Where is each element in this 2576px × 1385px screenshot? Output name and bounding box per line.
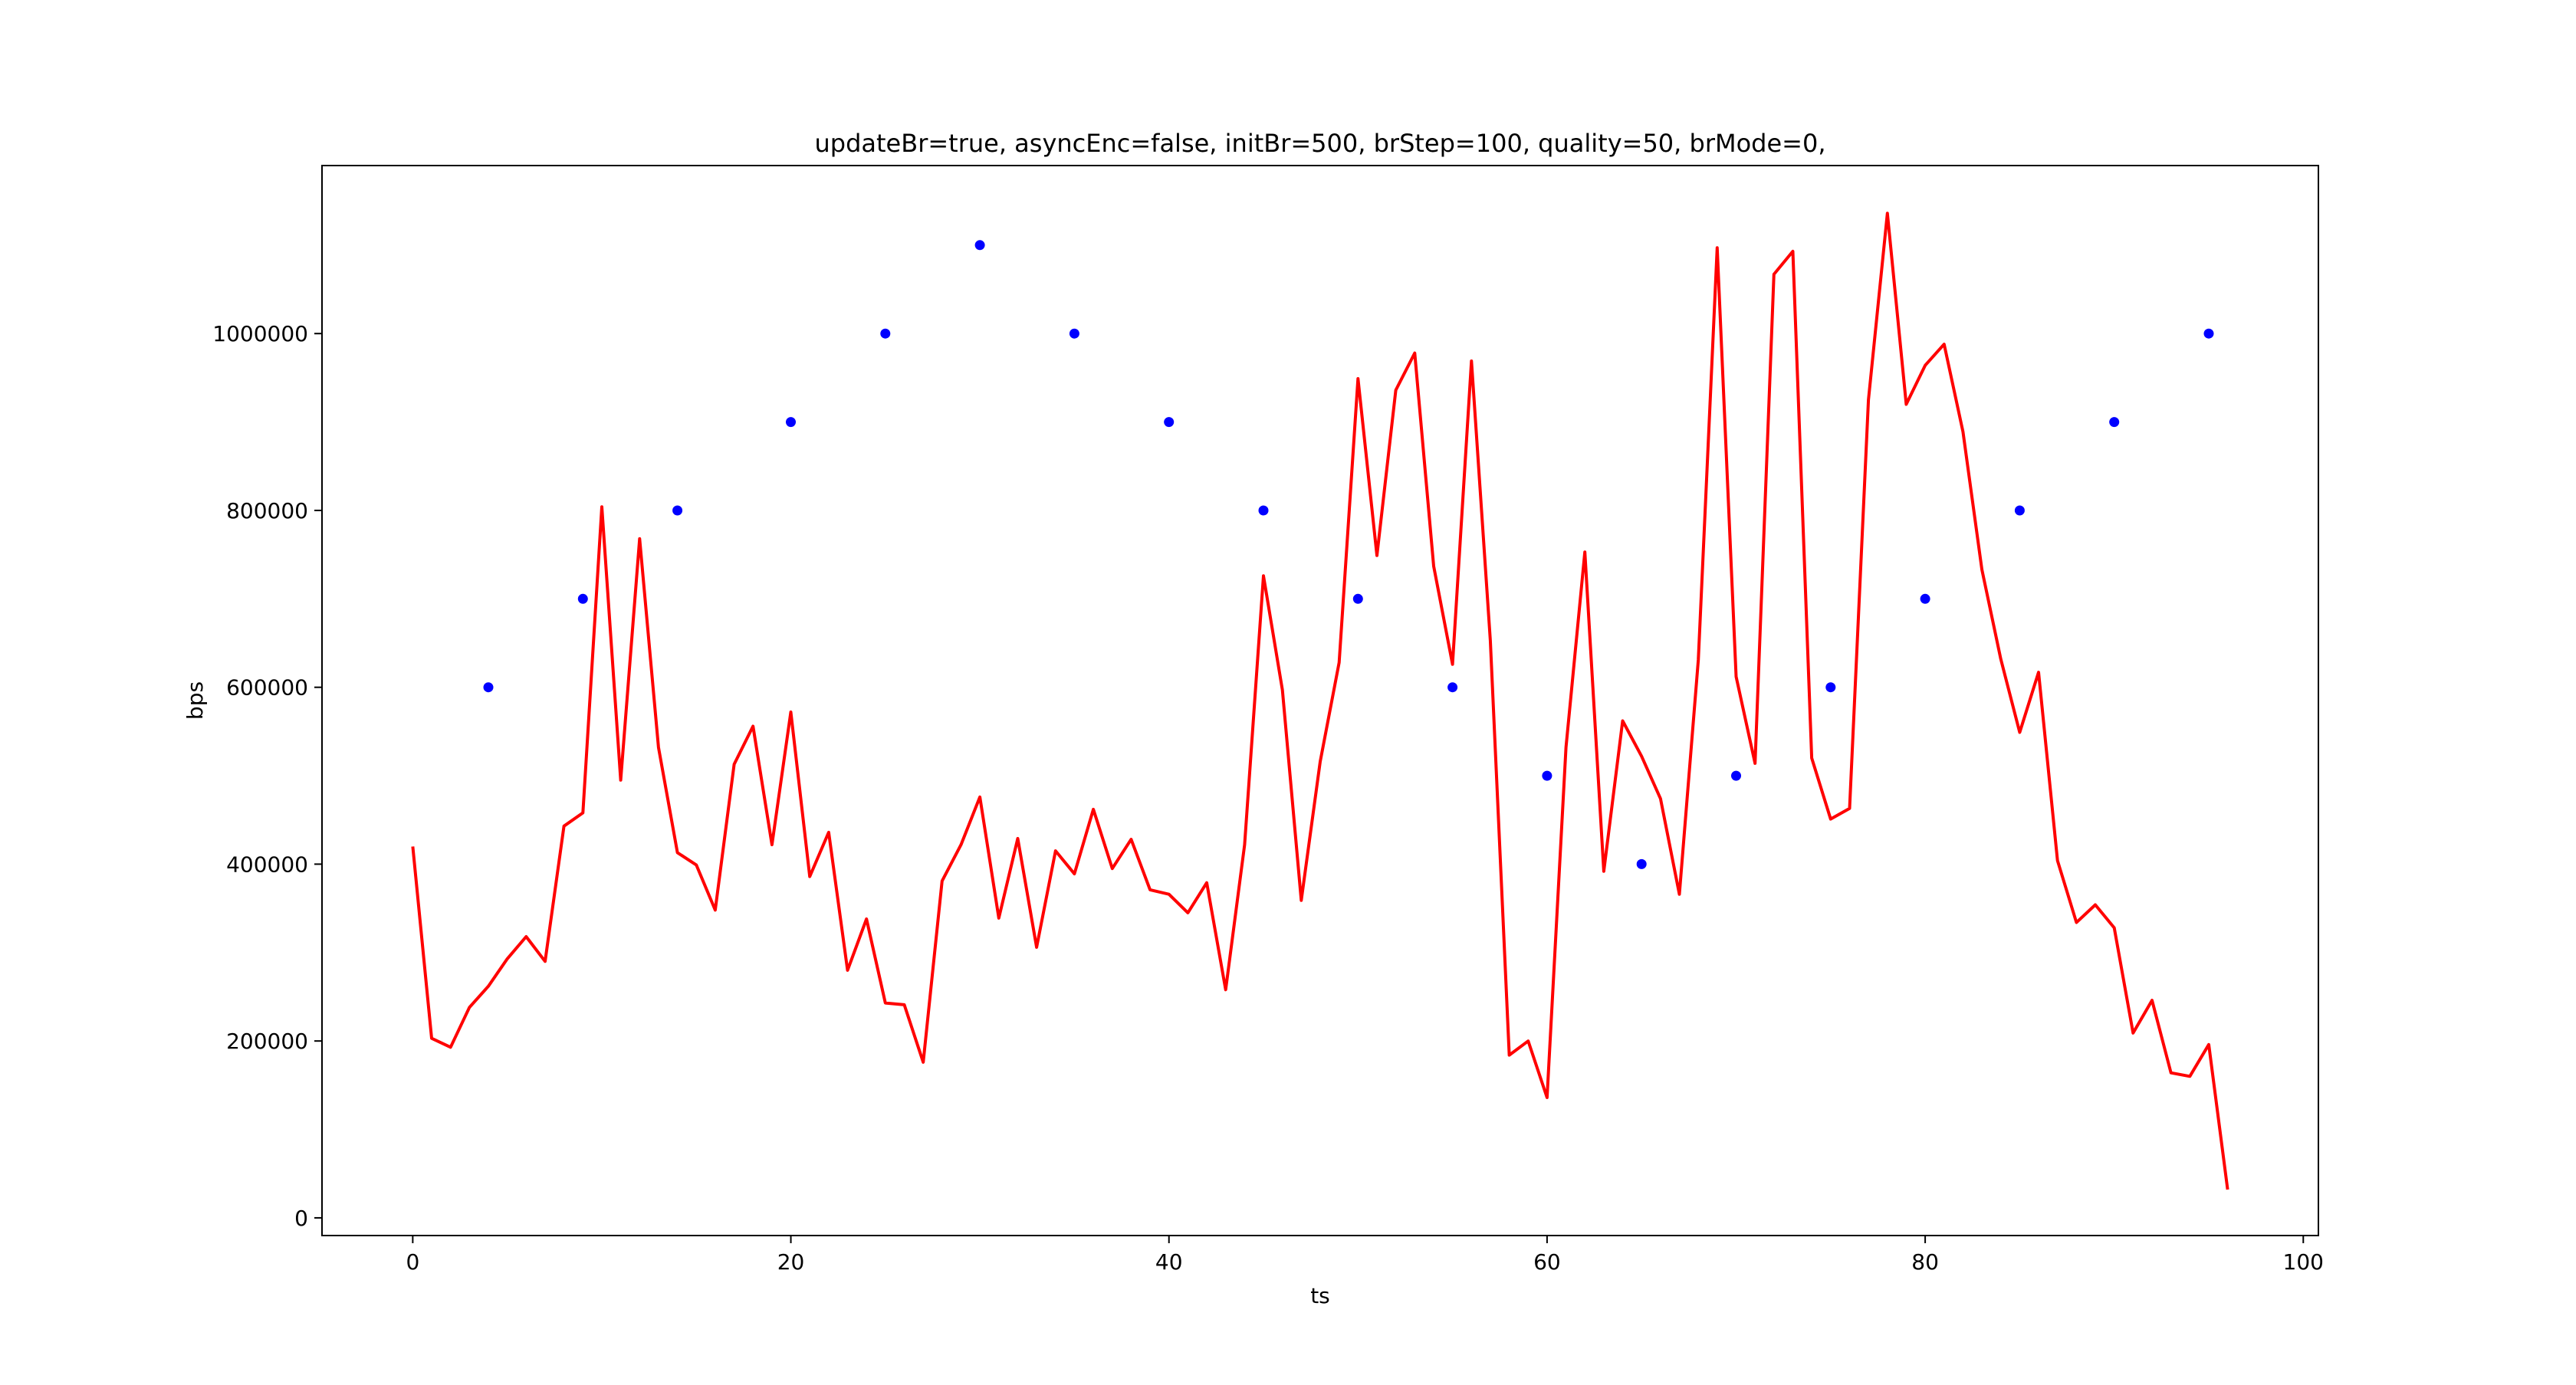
x-axis-label: ts [1310, 1283, 1330, 1308]
y-tick-label: 600000 [226, 675, 308, 701]
x-tick-label: 80 [1911, 1249, 1939, 1275]
x-tick-label: 40 [1155, 1249, 1183, 1275]
x-tick-label: 0 [406, 1249, 419, 1275]
scatter-point [1069, 328, 1079, 339]
scatter-point [974, 240, 985, 251]
y-tick-label: 1000000 [212, 321, 308, 346]
scatter-point [1447, 682, 1458, 693]
series-layer [411, 212, 2229, 1190]
scatter-point [2014, 505, 2025, 516]
scatter-point [2109, 417, 2120, 428]
scatter-point [1825, 682, 1836, 693]
scatter-point [2203, 328, 2214, 339]
x-tick-label: 60 [1533, 1249, 1561, 1275]
x-ticks: 0 20 40 60 80 100 [406, 1236, 2324, 1275]
y-tick-label: 800000 [226, 498, 308, 523]
y-axis-label: bps [182, 681, 208, 720]
scatter-point [1920, 593, 1930, 604]
y-tick-label: 400000 [226, 852, 308, 877]
plot-frame [321, 165, 2319, 1236]
y-tick-label: 200000 [226, 1029, 308, 1054]
scatter-point [1731, 770, 1741, 781]
scatter-point [577, 593, 588, 604]
scatter-point [786, 417, 796, 428]
x-tick-label: 20 [777, 1249, 805, 1275]
y-ticks: 0 200000 400000 600000 800000 1000000 [212, 321, 322, 1231]
scatter-point [880, 328, 891, 339]
x-tick-label: 100 [2283, 1249, 2324, 1275]
y-tick-label: 0 [294, 1206, 308, 1231]
scatter-point [1352, 593, 1363, 604]
scatter-point [1258, 505, 1269, 516]
scatter-point [1164, 417, 1175, 428]
series-line [411, 212, 2229, 1190]
scatter-point [1636, 858, 1647, 869]
scatter-point [483, 682, 494, 693]
scatter-point [1542, 770, 1552, 781]
scatter-point [672, 505, 683, 516]
chart-title: updateBr=true, asyncEnc=false, initBr=50… [814, 129, 1825, 158]
